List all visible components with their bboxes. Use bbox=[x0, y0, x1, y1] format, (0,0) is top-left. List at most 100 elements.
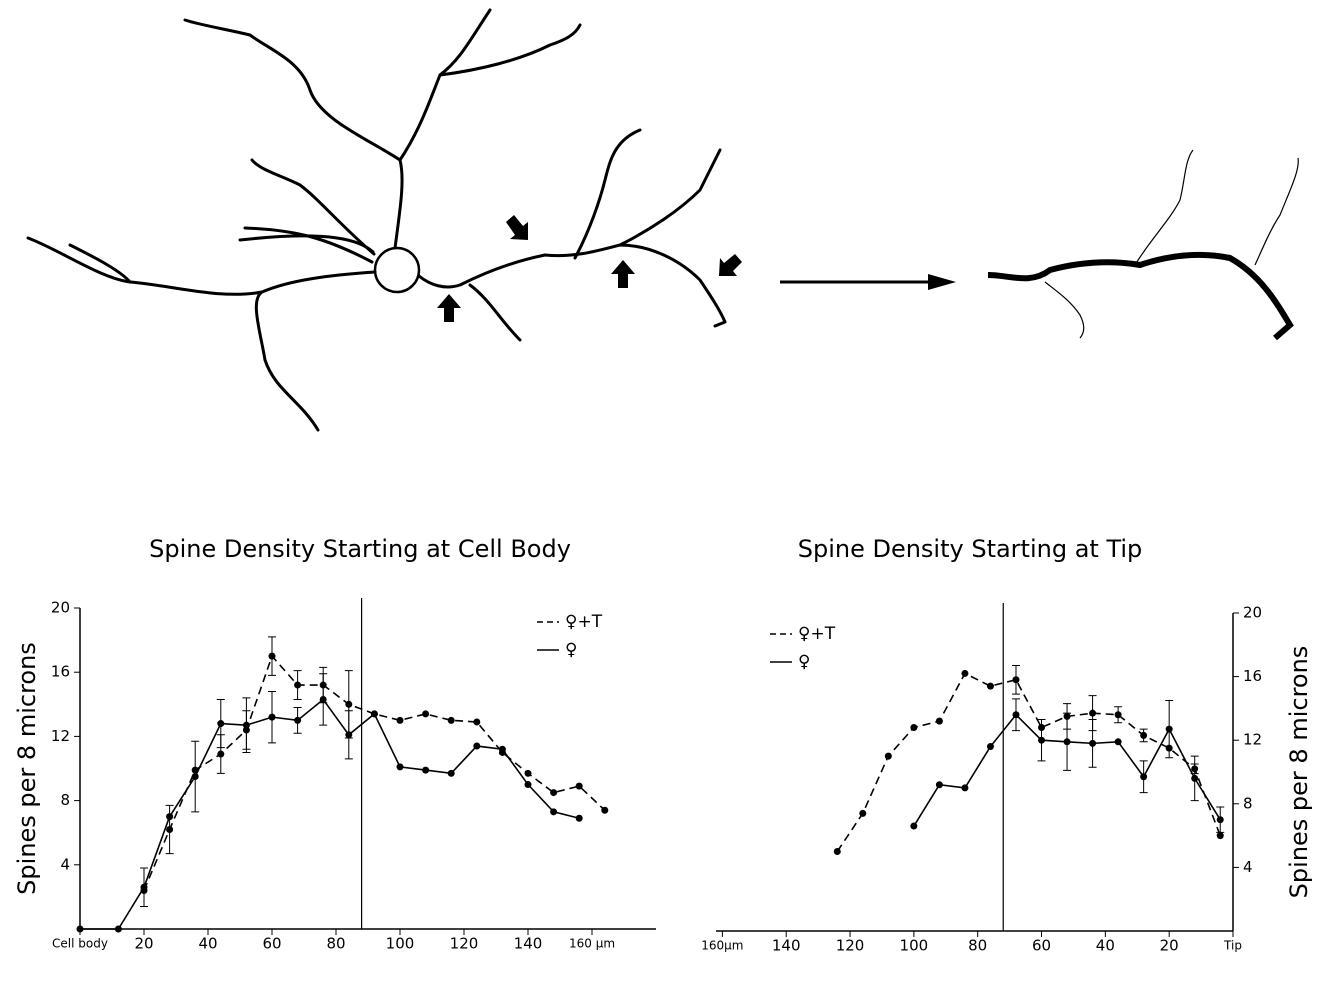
y-tick-label: 20 bbox=[51, 599, 70, 617]
data-point bbox=[1038, 736, 1046, 744]
data-point bbox=[1063, 738, 1071, 746]
dendrite bbox=[438, 23, 582, 77]
x-tick-label: 120 bbox=[836, 937, 865, 955]
x-tick-label: 60 bbox=[262, 935, 281, 953]
data-point bbox=[1216, 816, 1224, 824]
dendrite bbox=[68, 243, 132, 284]
data-point bbox=[473, 742, 481, 750]
legend-label: ♀+T bbox=[798, 624, 836, 644]
data-point bbox=[1089, 739, 1097, 747]
chart-title: Spine Density Starting at Tip bbox=[798, 535, 1143, 563]
data-point bbox=[1140, 773, 1148, 781]
data-point bbox=[294, 716, 302, 724]
data-point bbox=[1216, 832, 1224, 840]
dendrite bbox=[468, 283, 522, 342]
dendrite bbox=[573, 128, 642, 260]
data-point bbox=[910, 723, 918, 731]
x-tick-label: 140 bbox=[772, 937, 801, 955]
data-point bbox=[601, 806, 609, 814]
data-point bbox=[935, 717, 943, 725]
dendrite bbox=[238, 234, 375, 254]
data-point bbox=[1012, 711, 1020, 719]
data-point bbox=[396, 716, 404, 724]
data-point bbox=[422, 710, 430, 718]
data-point bbox=[1140, 731, 1148, 739]
data-point bbox=[1089, 709, 1097, 717]
data-point bbox=[1114, 738, 1122, 746]
data-point bbox=[140, 883, 148, 891]
data-point bbox=[217, 750, 225, 758]
x-tick-label: 80 bbox=[968, 937, 987, 955]
data-point bbox=[191, 773, 199, 781]
arrow bbox=[719, 254, 742, 276]
x-tick-label: 100 bbox=[386, 935, 415, 953]
x-tick-label: 20 bbox=[1160, 937, 1179, 955]
straightened-dendrite bbox=[987, 251, 1294, 341]
x-tick-label: 40 bbox=[198, 935, 217, 953]
y-axis-label: Spines per 8 microns bbox=[1285, 646, 1313, 899]
y-tick-label: 16 bbox=[51, 663, 70, 681]
data-point bbox=[986, 682, 994, 690]
x-tick-label: 100 bbox=[900, 937, 929, 955]
data-point bbox=[447, 716, 455, 724]
series-line bbox=[80, 698, 580, 930]
series-line bbox=[143, 654, 606, 891]
y-tick-label: 16 bbox=[1243, 667, 1262, 685]
x-tick-label: Cell body bbox=[52, 937, 108, 951]
data-point bbox=[166, 825, 174, 833]
data-point bbox=[986, 743, 994, 751]
y-tick-label: 8 bbox=[60, 791, 70, 809]
dendrite bbox=[398, 8, 492, 162]
y-tick-label: 12 bbox=[51, 727, 70, 745]
data-point bbox=[524, 781, 532, 789]
x-tick-label: 120 bbox=[450, 935, 479, 953]
series-line bbox=[836, 672, 1221, 852]
y-tick-label: 4 bbox=[1243, 858, 1253, 876]
data-point bbox=[1012, 676, 1020, 684]
data-point bbox=[422, 766, 430, 774]
data-point bbox=[114, 925, 122, 933]
data-point bbox=[345, 700, 353, 708]
data-point bbox=[268, 713, 276, 721]
data-point bbox=[961, 669, 969, 677]
x-tick-label: 160µm bbox=[701, 939, 743, 953]
data-point bbox=[370, 710, 378, 718]
dendrite bbox=[26, 236, 264, 296]
data-point bbox=[859, 809, 867, 817]
dendrite bbox=[254, 270, 377, 432]
legend-label: ♀ bbox=[565, 640, 577, 660]
x-tick-label: Tip bbox=[1223, 939, 1242, 953]
x-tick-label: 60 bbox=[1032, 937, 1051, 955]
data-point bbox=[166, 813, 174, 821]
data-point bbox=[961, 784, 969, 792]
y-axis-label: Spines per 8 microns bbox=[13, 642, 41, 895]
data-point bbox=[575, 814, 583, 822]
dendrite bbox=[250, 158, 376, 256]
y-tick-label: 12 bbox=[1243, 731, 1262, 749]
data-point bbox=[833, 848, 841, 855]
branch bbox=[1134, 149, 1194, 266]
data-point bbox=[473, 718, 481, 726]
data-point bbox=[1191, 774, 1199, 782]
data-point bbox=[217, 720, 225, 728]
dendrite bbox=[183, 18, 404, 250]
x-tick-label: 160 µm bbox=[569, 937, 615, 951]
y-tick-label: 4 bbox=[60, 855, 70, 873]
data-point bbox=[575, 782, 583, 790]
branch bbox=[1044, 281, 1085, 339]
data-point bbox=[319, 695, 327, 703]
data-point bbox=[1165, 725, 1173, 733]
data-point bbox=[268, 652, 276, 660]
data-point bbox=[242, 721, 250, 729]
arrow bbox=[506, 215, 528, 240]
data-point bbox=[550, 789, 558, 797]
arrow bbox=[437, 294, 461, 322]
data-point bbox=[910, 822, 918, 830]
neuron-drawing bbox=[26, 8, 1299, 432]
x-tick-label: 40 bbox=[1096, 937, 1115, 955]
data-point bbox=[550, 808, 558, 816]
x-tick-label: 140 bbox=[514, 935, 543, 953]
legend-label: ♀+T bbox=[565, 612, 603, 632]
data-point bbox=[884, 752, 892, 760]
